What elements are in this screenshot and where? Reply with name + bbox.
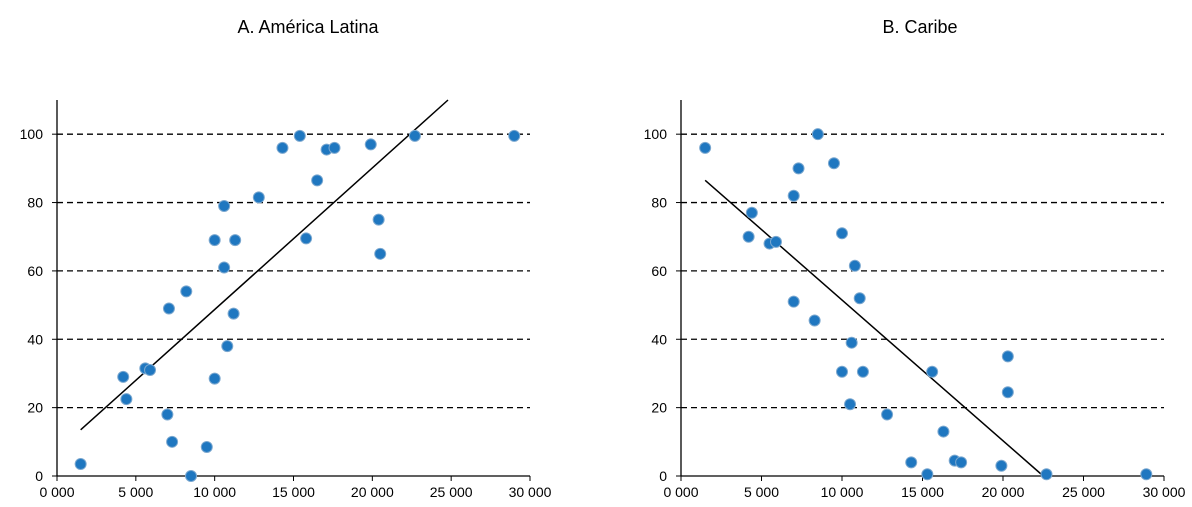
data-point: [1001, 350, 1014, 363]
data-point: [769, 235, 782, 248]
trend-line: [704, 179, 1044, 477]
y-tick-label: 100: [20, 126, 44, 142]
x-tick-label: 10 000: [193, 484, 236, 500]
data-point: [926, 365, 939, 378]
data-point: [742, 230, 755, 243]
y-tick-label: 60: [651, 263, 667, 279]
data-point: [200, 440, 213, 453]
data-point: [74, 458, 87, 471]
data-point: [161, 408, 174, 421]
data-point: [856, 365, 869, 378]
x-tick-label: 15 000: [901, 484, 944, 500]
data-point: [1040, 468, 1053, 481]
data-point: [853, 292, 866, 305]
data-point: [995, 459, 1008, 472]
data-point: [845, 336, 858, 349]
data-point: [364, 138, 377, 151]
x-tick-label: 20 000: [982, 484, 1025, 500]
trend-line: [80, 99, 449, 431]
data-point: [229, 234, 242, 247]
x-tick-label: 5 000: [744, 484, 779, 500]
data-point: [185, 470, 198, 482]
y-tick-label: 0: [35, 468, 43, 484]
data-point: [508, 129, 521, 142]
data-point: [408, 129, 421, 142]
data-point: [252, 191, 265, 204]
y-tick-label: 20: [651, 400, 667, 416]
data-point: [218, 199, 231, 212]
data-point: [144, 364, 157, 377]
data-point: [117, 370, 130, 383]
data-point: [328, 141, 341, 154]
chart-title: A. América Latina: [237, 17, 379, 37]
chart-title: B. Caribe: [882, 17, 957, 37]
data-point: [221, 340, 234, 353]
x-tick-label: 20 000: [351, 484, 394, 500]
data-point: [180, 285, 193, 298]
x-tick-label: 30 000: [1143, 484, 1186, 500]
data-point: [311, 174, 324, 187]
x-tick-label: 25 000: [1062, 484, 1105, 500]
data-point: [921, 468, 934, 481]
data-point: [808, 314, 821, 327]
data-point: [166, 435, 179, 448]
data-point: [1140, 468, 1153, 481]
x-tick-label: 0 000: [663, 484, 698, 500]
data-point: [293, 129, 306, 142]
data-point: [836, 227, 848, 240]
data-point: [1001, 386, 1014, 399]
chart-caribe: B. Caribe 0 20 40 60 80 100 0 000 5 000 10 000 15…: [644, 17, 1186, 500]
data-point: [827, 157, 840, 170]
data-point: [745, 206, 758, 219]
y-tick-label: 40: [27, 331, 43, 347]
y-tick-label: 60: [27, 263, 43, 279]
data-point: [227, 307, 240, 320]
y-tick-label: 20: [27, 400, 43, 416]
data-point: [208, 234, 221, 247]
x-tick-label: 0 000: [39, 484, 74, 500]
data-point: [787, 189, 800, 202]
y-tick-label: 40: [651, 331, 667, 347]
data-point: [848, 259, 861, 272]
data-point: [699, 141, 712, 154]
data-point: [905, 456, 918, 469]
x-tick-label: 15 000: [272, 484, 315, 500]
y-tick-label: 80: [27, 195, 43, 211]
data-point: [374, 247, 387, 260]
data-point: [218, 261, 231, 274]
chart-america-latina: A. América Latina 0 20 40 60 80 100 0 000 5 000…: [20, 17, 552, 500]
x-tick-label: 10 000: [821, 484, 864, 500]
data-point: [811, 128, 824, 141]
data-point: [120, 393, 133, 406]
x-tick-label: 25 000: [430, 484, 473, 500]
y-tick-label: 0: [659, 468, 667, 484]
data-point: [836, 365, 848, 378]
x-tick-label: 30 000: [509, 484, 552, 500]
data-point: [208, 372, 221, 385]
y-tick-label: 80: [651, 195, 667, 211]
data-point: [955, 456, 968, 469]
data-point: [372, 213, 385, 226]
data-point: [844, 398, 857, 411]
y-tick-label: 100: [644, 126, 668, 142]
data-point: [792, 162, 805, 175]
data-point: [937, 425, 950, 438]
data-point: [162, 302, 175, 315]
data-point: [300, 232, 313, 245]
data-point: [881, 408, 894, 421]
data-point: [276, 141, 289, 154]
x-tick-label: 5 000: [118, 484, 153, 500]
data-point: [787, 295, 800, 308]
